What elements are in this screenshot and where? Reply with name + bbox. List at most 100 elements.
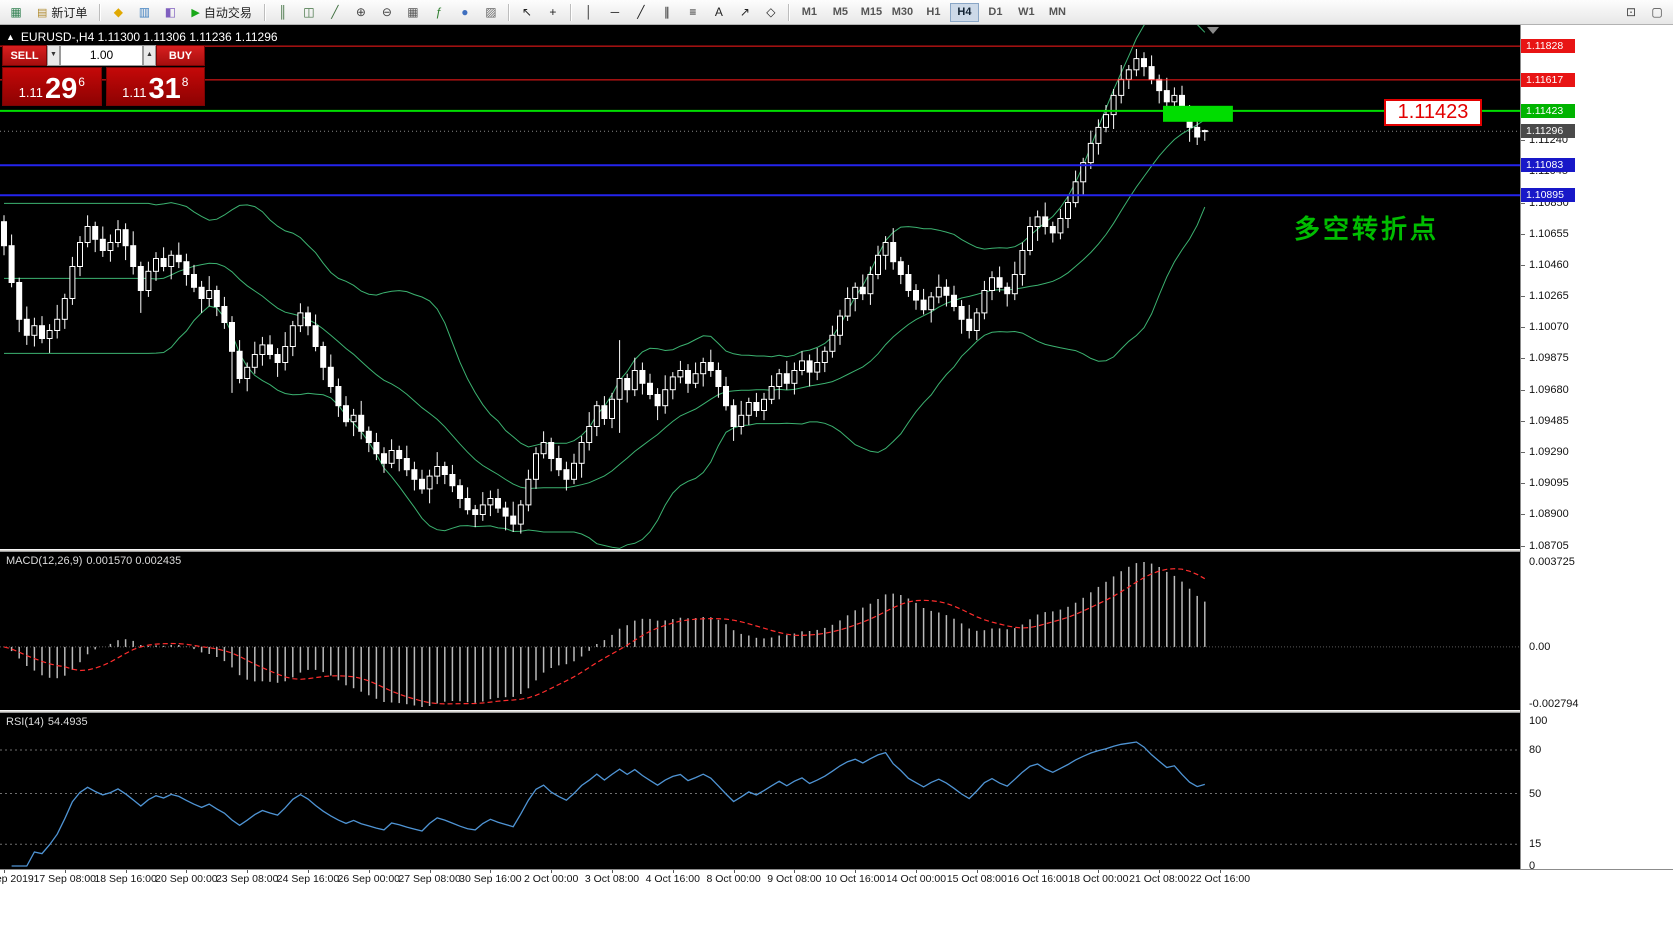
timeframe-button-h4[interactable]: H4 bbox=[949, 2, 979, 22]
macd-histogram bbox=[10, 562, 1206, 707]
rsi-indicator-value: 54.4935 bbox=[47, 716, 88, 728]
vertical-line-icon[interactable]: │ bbox=[585, 4, 593, 19]
fibonacci-icon[interactable]: ≡ bbox=[689, 4, 697, 19]
time-tick bbox=[4, 870, 5, 873]
macd-axis-label: 0.003725 bbox=[1529, 556, 1575, 568]
timeframe-button-h1[interactable]: H1 bbox=[926, 5, 941, 18]
main-chart-panel[interactable]: ▲ EURUSD-,H4 1.11300 1.11306 1.11236 1.1… bbox=[0, 25, 1520, 549]
buy-price-sup: 8 bbox=[181, 75, 189, 89]
time-axis-label: 4 Oct 16:00 bbox=[645, 873, 700, 885]
time-axis-label: 9 Oct 08:00 bbox=[767, 873, 822, 885]
price-axis-label: 1.10460 bbox=[1529, 258, 1569, 271]
trendline-icon[interactable]: ╱ bbox=[637, 4, 645, 19]
arrows-icon[interactable]: ↗ bbox=[739, 4, 750, 19]
macd-chart-svg[interactable] bbox=[0, 552, 1520, 710]
chart-window-icon[interactable]: ▦ bbox=[10, 4, 22, 19]
sell-button[interactable]: SELL bbox=[2, 45, 47, 66]
rsi-chart-svg[interactable] bbox=[0, 713, 1520, 869]
crosshair-icon[interactable]: + bbox=[549, 4, 557, 19]
time-axis-label: 10 Oct 16:00 bbox=[825, 873, 886, 885]
rsi-axis-label: 80 bbox=[1529, 744, 1542, 756]
toolbar-right-group: ⊡ ▢ bbox=[1618, 2, 1670, 23]
bar-chart-icon[interactable]: ║ bbox=[278, 4, 288, 19]
indicators-icon[interactable]: ƒ bbox=[435, 4, 443, 19]
toolbar-separator bbox=[787, 3, 790, 21]
time-tick bbox=[551, 870, 553, 873]
timeframe-toolbar: M1 M5 M15 M30 H1 H4 D1 W1 MN bbox=[794, 2, 1073, 22]
buy-button[interactable]: BUY bbox=[156, 45, 205, 66]
fullscreen-icon[interactable]: ▢ bbox=[1651, 4, 1663, 19]
panel-splitter-rsi[interactable] bbox=[0, 710, 1673, 713]
channel-icon[interactable]: ∥ bbox=[663, 4, 670, 19]
rsi-panel[interactable]: RSI(14) 54.4935 bbox=[0, 713, 1520, 869]
buy-price-button[interactable]: 1.11 31 8 bbox=[105, 67, 205, 106]
new-order-button-label: 新订单 bbox=[51, 5, 88, 20]
rsi-label-row: RSI(14) 54.4935 bbox=[6, 716, 92, 728]
profiles-icon[interactable]: ◆ bbox=[113, 4, 124, 19]
chart-shift-marker[interactable] bbox=[1207, 27, 1219, 34]
panel-splitter-macd[interactable] bbox=[0, 549, 1673, 552]
timeframe-button-d1[interactable]: D1 bbox=[988, 5, 1003, 18]
zoom-out-icon[interactable]: ⊖ bbox=[381, 4, 392, 19]
text-label-icon[interactable]: A bbox=[714, 4, 723, 19]
new-order-button[interactable]: ▤ 新订单 bbox=[30, 2, 94, 23]
time-axis-label: 8 Oct 00:00 bbox=[706, 873, 761, 885]
buy-price-prefix: 1.11 bbox=[122, 85, 147, 100]
time-tick bbox=[1159, 870, 1161, 873]
horizontal-line-icon[interactable]: ─ bbox=[610, 4, 620, 19]
cursor-icon[interactable]: ↖ bbox=[521, 4, 532, 19]
tile-windows-icon[interactable]: ▦ bbox=[407, 4, 419, 19]
axis-tick bbox=[1521, 452, 1525, 454]
volume-decrease-button[interactable]: ▼ bbox=[47, 45, 60, 66]
time-tick bbox=[976, 870, 978, 873]
time-axis-label: 2 Oct 00:00 bbox=[524, 873, 579, 885]
price-axis-label: 1.08705 bbox=[1529, 539, 1569, 552]
time-tick bbox=[429, 870, 431, 873]
toolbar-separator bbox=[99, 3, 102, 21]
timeframe-button-w1[interactable]: W1 bbox=[1018, 5, 1035, 18]
zoom-in-icon[interactable]: ⊕ bbox=[355, 4, 366, 19]
volume-input[interactable]: 1.00 bbox=[60, 45, 143, 66]
price-tag: 1.11617 bbox=[1521, 72, 1575, 87]
rsi-axis-label: 15 bbox=[1529, 838, 1542, 851]
timeframe-button-m15[interactable]: M15 bbox=[860, 5, 883, 18]
time-tick bbox=[1037, 870, 1039, 873]
volume-increase-button[interactable]: ▲ bbox=[143, 45, 156, 66]
time-tick bbox=[1098, 870, 1100, 873]
time-axis-label: 16 Oct 16:00 bbox=[1007, 873, 1068, 885]
time-axis-label: 3 Oct 08:00 bbox=[584, 873, 640, 885]
time-tick bbox=[1220, 870, 1221, 873]
timeframe-button-m5[interactable]: M5 bbox=[832, 5, 849, 18]
timeframe-button-mn[interactable]: MN bbox=[1048, 5, 1066, 18]
autotrading-button[interactable]: ▶ 自动交易 bbox=[184, 2, 258, 23]
timeframe-button-m1[interactable]: M1 bbox=[801, 5, 818, 18]
bottom-area bbox=[0, 886, 1673, 952]
price-callout-label: 1.11423 bbox=[1384, 99, 1482, 126]
trade-panel-collapse-icon[interactable]: ▲ bbox=[6, 32, 15, 42]
price-axis-label: 1.10265 bbox=[1529, 290, 1569, 303]
axis-tick bbox=[1521, 233, 1525, 235]
market-watch-icon[interactable]: ▥ bbox=[138, 4, 151, 19]
macd-axis-label: -0.002794 bbox=[1529, 698, 1579, 710]
template-icon[interactable]: ▨ bbox=[485, 4, 497, 19]
print-icon[interactable]: ⊡ bbox=[1625, 4, 1637, 19]
candlestick-chart-icon[interactable]: ◫ bbox=[303, 4, 315, 19]
highlight-rectangle bbox=[1163, 105, 1233, 122]
time-tick bbox=[733, 870, 735, 873]
time-tick bbox=[125, 870, 127, 873]
main-chart-svg[interactable] bbox=[0, 25, 1520, 549]
line-chart-icon[interactable]: ╱ bbox=[331, 4, 339, 19]
price-tag: 1.11828 bbox=[1521, 39, 1575, 54]
rsi-axis-label: 100 bbox=[1529, 715, 1548, 727]
time-axis-label: 20 Sep 00:00 bbox=[155, 873, 218, 885]
sell-price-button[interactable]: 1.11 29 6 bbox=[2, 67, 102, 106]
macd-axis-label: 0.00 bbox=[1529, 640, 1551, 653]
macd-panel[interactable]: MACD(12,26,9) 0.001570 0.002435 bbox=[0, 552, 1520, 710]
timeframe-button-m30[interactable]: M30 bbox=[891, 5, 914, 18]
time-tick bbox=[855, 870, 857, 873]
period-icon[interactable]: ● bbox=[461, 4, 469, 19]
price-axis[interactable]: 1.112401.110451.108501.106551.104601.102… bbox=[1520, 25, 1673, 872]
navigator-icon[interactable]: ◧ bbox=[164, 4, 177, 19]
shapes-icon[interactable]: ◇ bbox=[766, 4, 776, 19]
